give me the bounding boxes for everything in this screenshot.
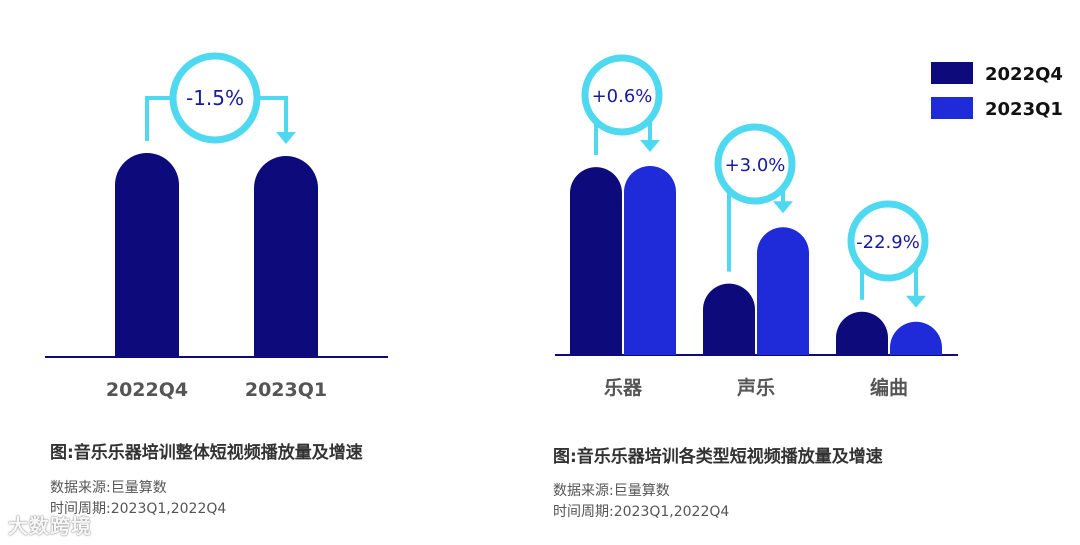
bar-编曲-2022Q4: [836, 311, 888, 355]
x-tick-label: 编曲: [870, 376, 908, 399]
legend-swatch: [931, 62, 973, 84]
watermark-logo: 大数跨境: [8, 514, 92, 538]
legend-swatch: [931, 97, 973, 119]
bar-编曲-2023Q1: [890, 321, 942, 355]
bar-乐器-2023Q1: [624, 166, 676, 355]
change-callout-label: +0.6%: [592, 86, 653, 107]
change-callout-arrow: [906, 295, 926, 308]
change-callout-circle: [581, 54, 663, 136]
change-callout-circle: [714, 123, 796, 205]
x-tick-label: 2023Q1: [245, 379, 327, 401]
change-callout-label: +3.0%: [725, 155, 786, 176]
chart-by-type: 乐器 +0.6% 声乐 +3.0% 编曲 -22.9%: [555, 54, 958, 399]
x-tick-label: 声乐: [736, 376, 775, 399]
change-callout-arrow: [276, 132, 296, 145]
chart2-caption: 图:音乐乐器培训各类型短视频播放量及增速: [553, 447, 883, 467]
change-callout-arrow: [640, 140, 660, 152]
change-callout-arrow: [773, 201, 793, 214]
change-callout-label: -1.5%: [186, 86, 244, 110]
chart2-source: 数据来源:巨量算数: [553, 483, 670, 499]
x-tick-label: 2022Q4: [106, 379, 188, 401]
x-tick-label: 乐器: [604, 377, 643, 399]
chart2-period: 时间周期:2023Q1,2022Q4: [553, 504, 730, 520]
legend-label: 2023Q1: [985, 99, 1063, 120]
chart1-source: 数据来源:巨量算数: [50, 480, 167, 496]
chart1-period: 时间周期:2023Q1,2022Q4: [50, 501, 227, 517]
bar-2023Q1: [254, 156, 318, 357]
legend-label: 2022Q4: [985, 64, 1063, 85]
bar-2022Q4: [115, 153, 179, 357]
chart1-caption: 图:音乐乐器培训整体短视频播放量及增速: [50, 443, 363, 463]
change-callout-circle: [847, 200, 929, 282]
chart-overall: 2022Q4 2023Q1 -1.5%: [45, 52, 388, 401]
change-callout-circle: [169, 52, 261, 144]
bar-乐器-2022Q4: [570, 167, 622, 355]
bar-声乐-2023Q1: [757, 227, 809, 355]
legend: 2022Q4 2023Q1: [931, 62, 1063, 120]
bar-声乐-2022Q4: [703, 283, 755, 355]
change-callout-label: -22.9%: [856, 232, 920, 253]
